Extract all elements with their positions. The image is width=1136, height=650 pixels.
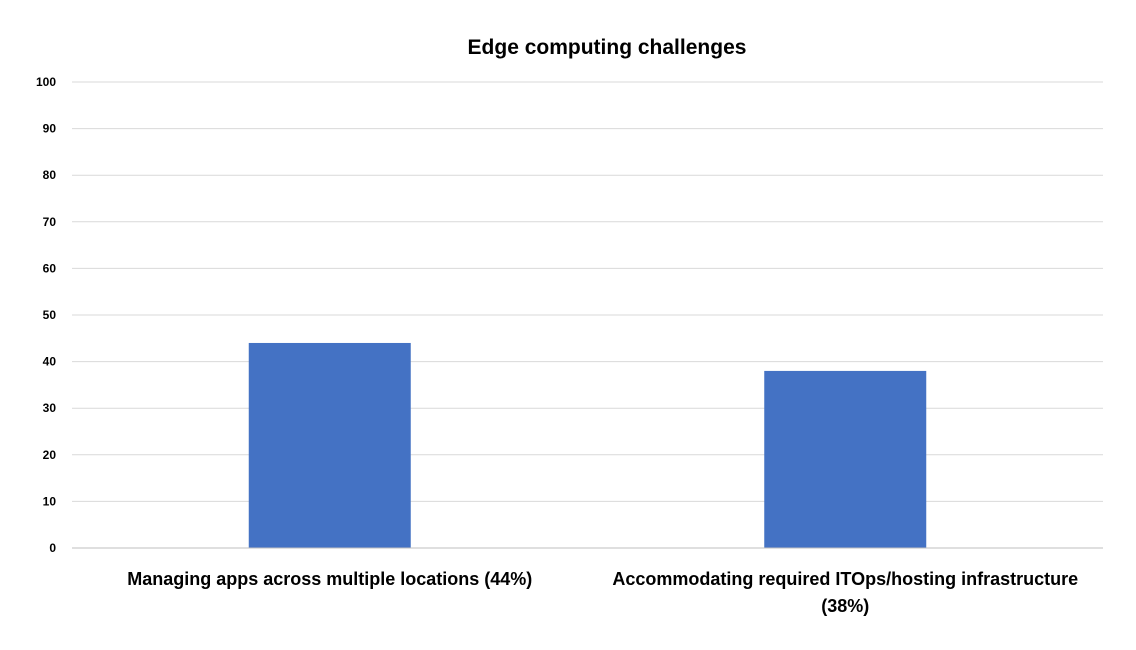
x-axis-categories: Managing apps across multiple locations … bbox=[127, 569, 1078, 616]
y-tick-label: 70 bbox=[43, 215, 57, 229]
y-tick-label: 90 bbox=[43, 122, 57, 136]
bars bbox=[248, 342, 927, 548]
y-tick-label: 40 bbox=[43, 355, 57, 369]
y-tick-label: 50 bbox=[43, 308, 57, 322]
chart-title: Edge computing challenges bbox=[468, 36, 747, 59]
y-tick-label: 10 bbox=[43, 494, 57, 508]
y-tick-label: 80 bbox=[43, 168, 57, 182]
y-tick-label: 20 bbox=[43, 448, 57, 462]
gridlines bbox=[72, 81, 1103, 502]
y-axis-ticks: 0 10 20 30 40 50 60 70 80 90 100 bbox=[36, 75, 56, 555]
y-tick-label: 0 bbox=[49, 541, 56, 555]
x-category-label: Accommodating required ITOps/hosting inf… bbox=[612, 569, 1078, 589]
x-category-label: Managing apps across multiple locations … bbox=[127, 569, 532, 589]
y-tick-label: 60 bbox=[43, 261, 57, 275]
x-category-label: (38%) bbox=[821, 596, 869, 616]
bar bbox=[248, 342, 411, 548]
y-tick-label: 100 bbox=[36, 75, 56, 89]
y-tick-label: 30 bbox=[43, 401, 57, 415]
bar bbox=[764, 370, 927, 548]
